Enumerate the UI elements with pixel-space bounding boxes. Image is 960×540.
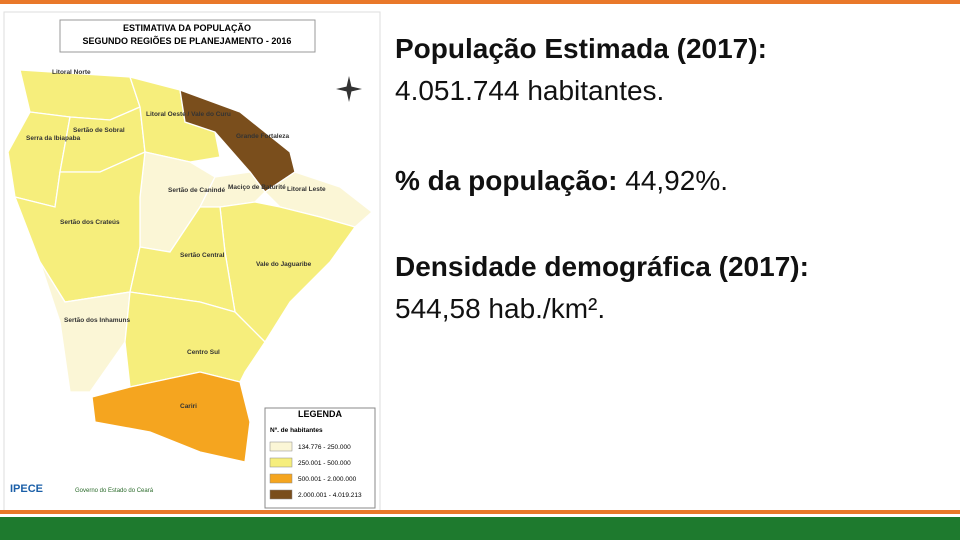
population-block: População Estimada (2017): 4.051.744 hab… bbox=[395, 28, 767, 112]
region-label: Cariri bbox=[180, 403, 197, 410]
region-label: Serra da Ibiapaba bbox=[26, 135, 81, 142]
legend-label: 500.001 - 2.000.000 bbox=[298, 476, 357, 483]
region-label: Litoral Norte bbox=[52, 69, 91, 76]
legend-swatch bbox=[269, 457, 293, 468]
map-title: ESTIMATIVA DA POPULAÇÃO bbox=[123, 23, 251, 33]
legend-items: 134.776 - 250.000 250.001 - 500.000 500.00… bbox=[269, 441, 362, 500]
density-block: Densidade demográfica (2017): 544,58 hab… bbox=[395, 246, 809, 330]
regions bbox=[7, 69, 374, 463]
region-label: Maciço de Baturité bbox=[228, 184, 286, 191]
legend-swatch bbox=[269, 441, 293, 452]
logo-government: Governo do Estado do Ceará bbox=[75, 488, 154, 494]
region-label: Sertão de Sobral bbox=[73, 127, 125, 134]
legend-label: 250.001 - 500.000 bbox=[298, 460, 351, 467]
legend-swatch bbox=[269, 473, 293, 484]
region-label: Sertão dos Crateús bbox=[60, 219, 120, 226]
legend-title: LEGENDA bbox=[298, 409, 343, 419]
population-value: 4.051.744 habitantes. bbox=[395, 75, 665, 106]
share-block: % da população: 44,92%. bbox=[395, 160, 728, 202]
region bbox=[124, 291, 266, 388]
region-label: Litoral Oeste / Vale do Curu bbox=[146, 111, 231, 118]
density-label: Densidade demográfica (2017): bbox=[395, 251, 809, 282]
region bbox=[39, 261, 131, 393]
map-title-box bbox=[59, 19, 316, 53]
footer-bar bbox=[0, 517, 960, 540]
bottom-stripe bbox=[0, 510, 960, 514]
map: ESTIMATIVA DA POPULAÇÃO SEGUNDO REGIÕES … bbox=[3, 11, 381, 513]
region-label: Sertão Central bbox=[180, 252, 225, 259]
region-label: Grande Fortaleza bbox=[236, 133, 289, 140]
region-label: Centro Sul bbox=[187, 349, 220, 356]
population-label: População Estimada (2017): bbox=[395, 33, 767, 64]
map-subtitle: SEGUNDO REGIÕES DE PLANEJAMENTO - 2016 bbox=[83, 36, 292, 46]
logo-ipece: IPECE bbox=[10, 483, 43, 495]
legend-subtitle: Nº. de habitantes bbox=[270, 427, 323, 434]
legend-label: 134.776 - 250.000 bbox=[298, 444, 351, 451]
share-value: 44,92%. bbox=[625, 165, 728, 196]
region bbox=[91, 371, 251, 463]
top-stripe bbox=[0, 0, 960, 4]
region-label: Sertão de Canindé bbox=[168, 187, 225, 194]
region-label: Vale do Jaguaribe bbox=[256, 261, 312, 268]
region-label: Litoral Leste bbox=[287, 186, 326, 193]
compass bbox=[336, 76, 362, 102]
share-label: % da população: bbox=[395, 165, 618, 196]
region-label: Sertão dos Inhamuns bbox=[64, 317, 130, 324]
legend-label: 2.000.001 - 4.019.213 bbox=[298, 492, 362, 499]
density-value: 544,58 hab./km². bbox=[395, 293, 606, 324]
legend-swatch bbox=[269, 489, 293, 500]
